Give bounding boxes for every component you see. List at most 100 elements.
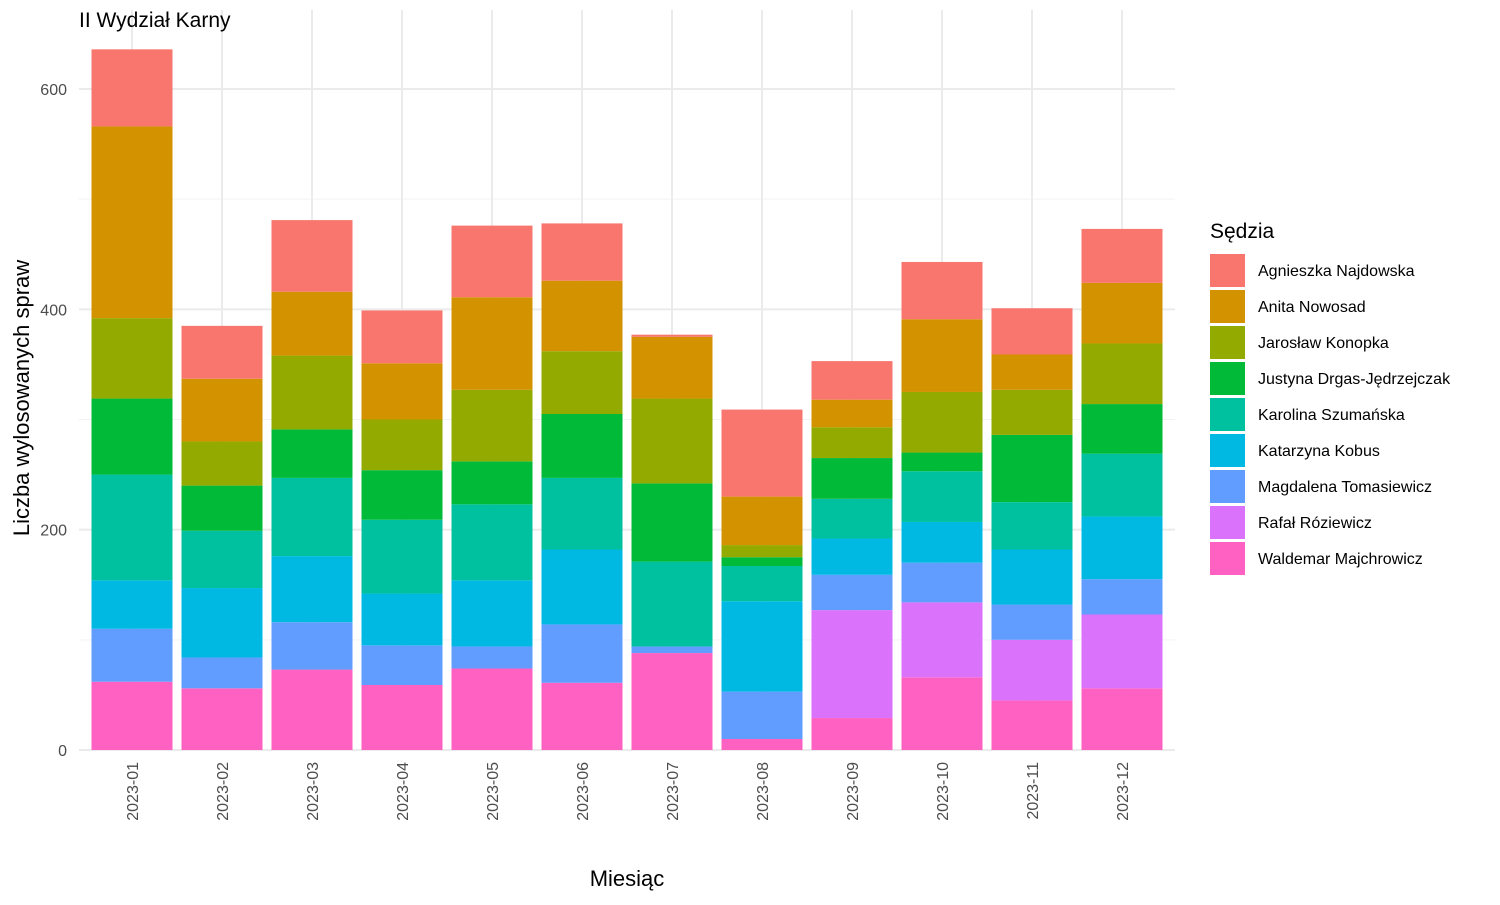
bar-segment: Agnieszka Najdowska — 2023-05: 65 (451, 225, 533, 298)
bar-segment: Katarzyna Kobus — 2023-04: 47 (361, 593, 443, 646)
x-tick-label: 2023-08 (755, 762, 772, 821)
bar-segment: Magdalena Tomasiewicz — 2023-10: 36 (901, 562, 983, 603)
x-tick-label: 2023-04 (395, 762, 412, 821)
bar-segment: Jarosław Konopka — 2023-05: 65 (451, 389, 533, 462)
bar-segment: Magdalena Tomasiewicz — 2023-04: 36 (361, 645, 443, 686)
y-axis-title: Liczba wylosowanych spraw (9, 260, 34, 536)
bar-segment: Waldemar Majchrowicz — 2023-09: 29 (811, 718, 893, 750)
bar-segment: Katarzyna Kobus — 2023-05: 60 (451, 580, 533, 647)
bar-segment: Katarzyna Kobus — 2023-10: 37 (901, 521, 983, 563)
y-tick-label: 0 (58, 743, 67, 760)
bar-segment: Jarosław Konopka — 2023-09: 28 (811, 427, 893, 459)
bar-segment: Katarzyna Kobus — 2023-08: 82 (721, 601, 803, 692)
bar-segment: Karolina Szumańska — 2023-04: 67 (361, 519, 443, 594)
legend-label: Rafał Róziewicz (1258, 515, 1372, 532)
bar-segment: Magdalena Tomasiewicz — 2023-03: 43 (271, 622, 353, 670)
bar-segment: Waldemar Majchrowicz — 2023-02: 56 (181, 688, 263, 750)
bar-segment: Agnieszka Najdowska — 2023-07: 2 (631, 334, 713, 337)
bar-segment: Waldemar Majchrowicz — 2023-12: 56 (1081, 688, 1163, 750)
x-tick-label: 2023-02 (215, 762, 232, 821)
bar-segment: Jarosław Konopka — 2023-11: 41 (991, 389, 1073, 435)
bar-segment: Waldemar Majchrowicz — 2023-07: 88 (631, 653, 713, 750)
bar-segment: Karolina Szumańska — 2023-09: 36 (811, 498, 893, 539)
bar-segment: Karolina Szumańska — 2023-06: 65 (541, 477, 623, 550)
legend: Sędzia Agnieszka Najdowska Anita Nowosad J… (1210, 220, 1451, 575)
bar-segment: Anita Nowosad — 2023-05: 84 (451, 297, 533, 390)
y-tick-label: 600 (40, 82, 67, 99)
bar-segment: Anita Nowosad — 2023-02: 57 (181, 378, 263, 442)
bar-segment: Magdalena Tomasiewicz — 2023-02: 28 (181, 657, 263, 689)
bar-segment: Justyna Drgas-Jędrzejczak — 2023-06: 58 (541, 413, 623, 478)
x-tick-label: 2023-06 (575, 762, 592, 821)
bar-segment: Katarzyna Kobus — 2023-03: 60 (271, 556, 353, 623)
legend-swatch (1210, 542, 1245, 575)
legend-swatch (1210, 506, 1245, 539)
bar-segment: Karolina Szumańska — 2023-10: 46 (901, 471, 983, 522)
bar-segment: Magdalena Tomasiewicz — 2023-12: 32 (1081, 579, 1163, 615)
bar-segment: Katarzyna Kobus — 2023-06: 68 (541, 549, 623, 625)
bars-layer: Waldemar Majchrowicz — 2023-01: 62Magdal… (91, 49, 1163, 750)
legend-swatch (1210, 326, 1245, 359)
x-tick-label: 2023-11 (1025, 762, 1042, 820)
legend-label: Katarzyna Kobus (1258, 443, 1380, 460)
bar-segment: Jarosław Konopka — 2023-04: 46 (361, 419, 443, 471)
bar-segment: Anita Nowosad — 2023-12: 55 (1081, 282, 1163, 344)
legend-title: Sędzia (1210, 220, 1275, 243)
bar-segment: Waldemar Majchrowicz — 2023-10: 66 (901, 677, 983, 750)
legend-label: Magdalena Tomasiewicz (1258, 479, 1432, 496)
bar-segment: Justyna Drgas-Jędrzejczak — 2023-02: 41 (181, 485, 263, 531)
bar-segment: Rafał Róziewicz — 2023-10: 68 (901, 602, 983, 678)
bar-segment: Waldemar Majchrowicz — 2023-01: 62 (91, 681, 173, 750)
bar-segment: Justyna Drgas-Jędrzejczak — 2023-01: 69 (91, 398, 173, 475)
bar-segment: Anita Nowosad — 2023-07: 56 (631, 336, 713, 399)
bar-segment: Waldemar Majchrowicz — 2023-03: 73 (271, 669, 353, 750)
bar-segment: Magdalena Tomasiewicz — 2023-07: 6 (631, 646, 713, 654)
bar-segment: Agnieszka Najdowska — 2023-08: 79 (721, 409, 803, 497)
bar-segment: Anita Nowosad — 2023-11: 32 (991, 354, 1073, 390)
bar-segment: Katarzyna Kobus — 2023-01: 44 (91, 580, 173, 629)
chart-title: II Wydział Karny (79, 9, 231, 32)
bar-segment: Agnieszka Najdowska — 2023-02: 48 (181, 325, 263, 379)
bar-segment: Jarosław Konopka — 2023-08: 11 (721, 545, 803, 558)
y-tick-label: 400 (40, 302, 67, 319)
bar-segment: Justyna Drgas-Jędrzejczak — 2023-04: 45 (361, 470, 443, 520)
bar-segment: Waldemar Majchrowicz — 2023-06: 61 (541, 682, 623, 750)
bar-segment: Jarosław Konopka — 2023-03: 67 (271, 355, 353, 430)
bar-segment: Waldemar Majchrowicz — 2023-05: 74 (451, 668, 533, 750)
bar-segment: Katarzyna Kobus — 2023-11: 50 (991, 549, 1073, 605)
bar-segment: Justyna Drgas-Jędrzejczak — 2023-11: 61 (991, 434, 1073, 503)
bar-segment: Katarzyna Kobus — 2023-12: 57 (1081, 516, 1163, 580)
bar-segment: Katarzyna Kobus — 2023-02: 63 (181, 588, 263, 658)
bar-segment: Justyna Drgas-Jędrzejczak — 2023-07: 71 (631, 483, 713, 562)
bar-segment: Agnieszka Najdowska — 2023-03: 65 (271, 220, 353, 292)
bar-segment: Magdalena Tomasiewicz — 2023-06: 53 (541, 624, 623, 683)
bar-segment: Magdalena Tomasiewicz — 2023-09: 32 (811, 574, 893, 611)
bar-segment: Agnieszka Najdowska — 2023-06: 52 (541, 223, 623, 281)
bar-segment: Rafał Róziewicz — 2023-11: 55 (991, 639, 1073, 701)
bar-segment: Jarosław Konopka — 2023-02: 40 (181, 441, 263, 486)
bar-segment: Anita Nowosad — 2023-06: 64 (541, 280, 623, 352)
bar-segment: Justyna Drgas-Jędrzejczak — 2023-08: 8 (721, 557, 803, 567)
bar-segment: Waldemar Majchrowicz — 2023-08: 10 (721, 738, 803, 750)
x-axis-title: Miesiąc (590, 866, 665, 891)
bar-segment: Rafał Róziewicz — 2023-09: 98 (811, 610, 893, 719)
legend-swatch (1210, 254, 1245, 287)
bar-segment: Jarosław Konopka — 2023-06: 57 (541, 351, 623, 414)
bar-segment: Justyna Drgas-Jędrzejczak — 2023-12: 45 (1081, 404, 1163, 454)
legend-label: Waldemar Majchrowicz (1258, 551, 1423, 568)
x-tick-label: 2023-01 (125, 762, 142, 821)
axis-layer: 0 200 400 600 2023-01 2023-02 2023-03 2023-04 20… (40, 82, 1132, 821)
bar-segment: Agnieszka Najdowska — 2023-01: 70 (91, 49, 173, 127)
bar-segment: Jarosław Konopka — 2023-10: 55 (901, 391, 983, 453)
x-tick-label: 2023-03 (305, 762, 322, 821)
bar-segment: Anita Nowosad — 2023-01: 174 (91, 126, 173, 319)
y-tick-label: 200 (40, 523, 67, 540)
bar-segment: Agnieszka Najdowska — 2023-11: 42 (991, 308, 1073, 355)
bar-segment: Agnieszka Najdowska — 2023-10: 52 (901, 261, 983, 320)
x-tick-label: 2023-10 (935, 762, 952, 821)
x-tick-label: 2023-09 (845, 762, 862, 821)
bar-segment: Agnieszka Najdowska — 2023-04: 48 (361, 310, 443, 364)
bar-segment: Magdalena Tomasiewicz — 2023-05: 20 (451, 646, 533, 669)
legend-swatch (1210, 362, 1245, 395)
